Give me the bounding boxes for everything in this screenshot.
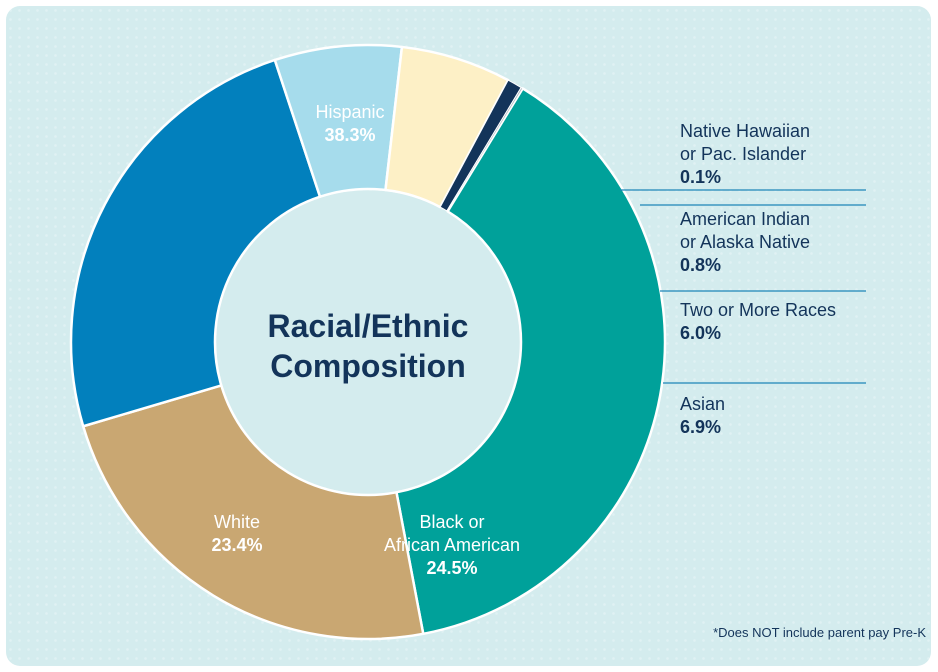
- center-title: Racial/Ethnic Composition: [268, 308, 469, 384]
- label-native-hawaiian-or-pac-islander: Native Hawaiian or Pac. Islander 0.1%: [680, 121, 810, 187]
- slice-label-text: Black or: [419, 512, 484, 532]
- slice-value-text: 0.8%: [680, 255, 721, 275]
- slice-value-text: 24.5%: [426, 558, 477, 578]
- slice-label-text: African American: [384, 535, 520, 555]
- footnote: *Does NOT include parent pay Pre-K: [713, 625, 926, 640]
- donut-hole: [216, 190, 520, 494]
- label-asian: Asian 6.9%: [680, 394, 725, 437]
- center-title-line-2: Composition: [270, 348, 466, 384]
- slice-value-text: 0.1%: [680, 167, 721, 187]
- slice-label-text: Hispanic: [315, 102, 384, 122]
- label-hispanic: Hispanic 38.3%: [315, 102, 384, 145]
- slice-labels: Hispanic 38.3% White 23.4% Black or African A…: [211, 102, 836, 578]
- label-white: White 23.4%: [211, 512, 262, 555]
- slice-value-text: 6.9%: [680, 417, 721, 437]
- label-black-or-african-american: Black or African American 24.5%: [384, 512, 520, 578]
- slice-label-text: Two or More Races: [680, 300, 836, 320]
- slice-label-text: or Alaska Native: [680, 232, 810, 252]
- legend-divider-lines: [620, 189, 866, 384]
- donut-slices: [69, 43, 667, 641]
- slice-label-text: White: [214, 512, 260, 532]
- slice-value-text: 38.3%: [324, 125, 375, 145]
- slice-native-hawaiian-or-pac-islander: [446, 87, 524, 212]
- slice-label-text: Asian: [680, 394, 725, 414]
- slice-hispanic: [395, 87, 667, 636]
- slice-label-text: American Indian: [680, 209, 810, 229]
- slice-black-or-african-american: [69, 58, 322, 428]
- label-two-or-more-races: Two or More Races 6.0%: [680, 300, 836, 343]
- slice-label-text: or Pac. Islander: [680, 144, 806, 164]
- label-american-indian-or-alaska-native: American Indian or Alaska Native 0.8%: [680, 209, 810, 275]
- slice-value-text: 23.4%: [211, 535, 262, 555]
- slice-white: [81, 384, 425, 641]
- center-title-line-1: Racial/Ethnic: [268, 308, 469, 344]
- slice-label-text: Native Hawaiian: [680, 121, 810, 141]
- slice-value-text: 6.0%: [680, 323, 721, 343]
